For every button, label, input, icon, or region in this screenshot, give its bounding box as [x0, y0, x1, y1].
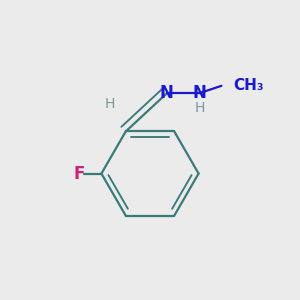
Text: H: H [194, 101, 205, 115]
Text: N: N [192, 84, 206, 102]
Text: H: H [104, 97, 115, 110]
Text: F: F [74, 165, 85, 183]
Text: CH₃: CH₃ [233, 78, 264, 93]
Text: N: N [160, 84, 174, 102]
